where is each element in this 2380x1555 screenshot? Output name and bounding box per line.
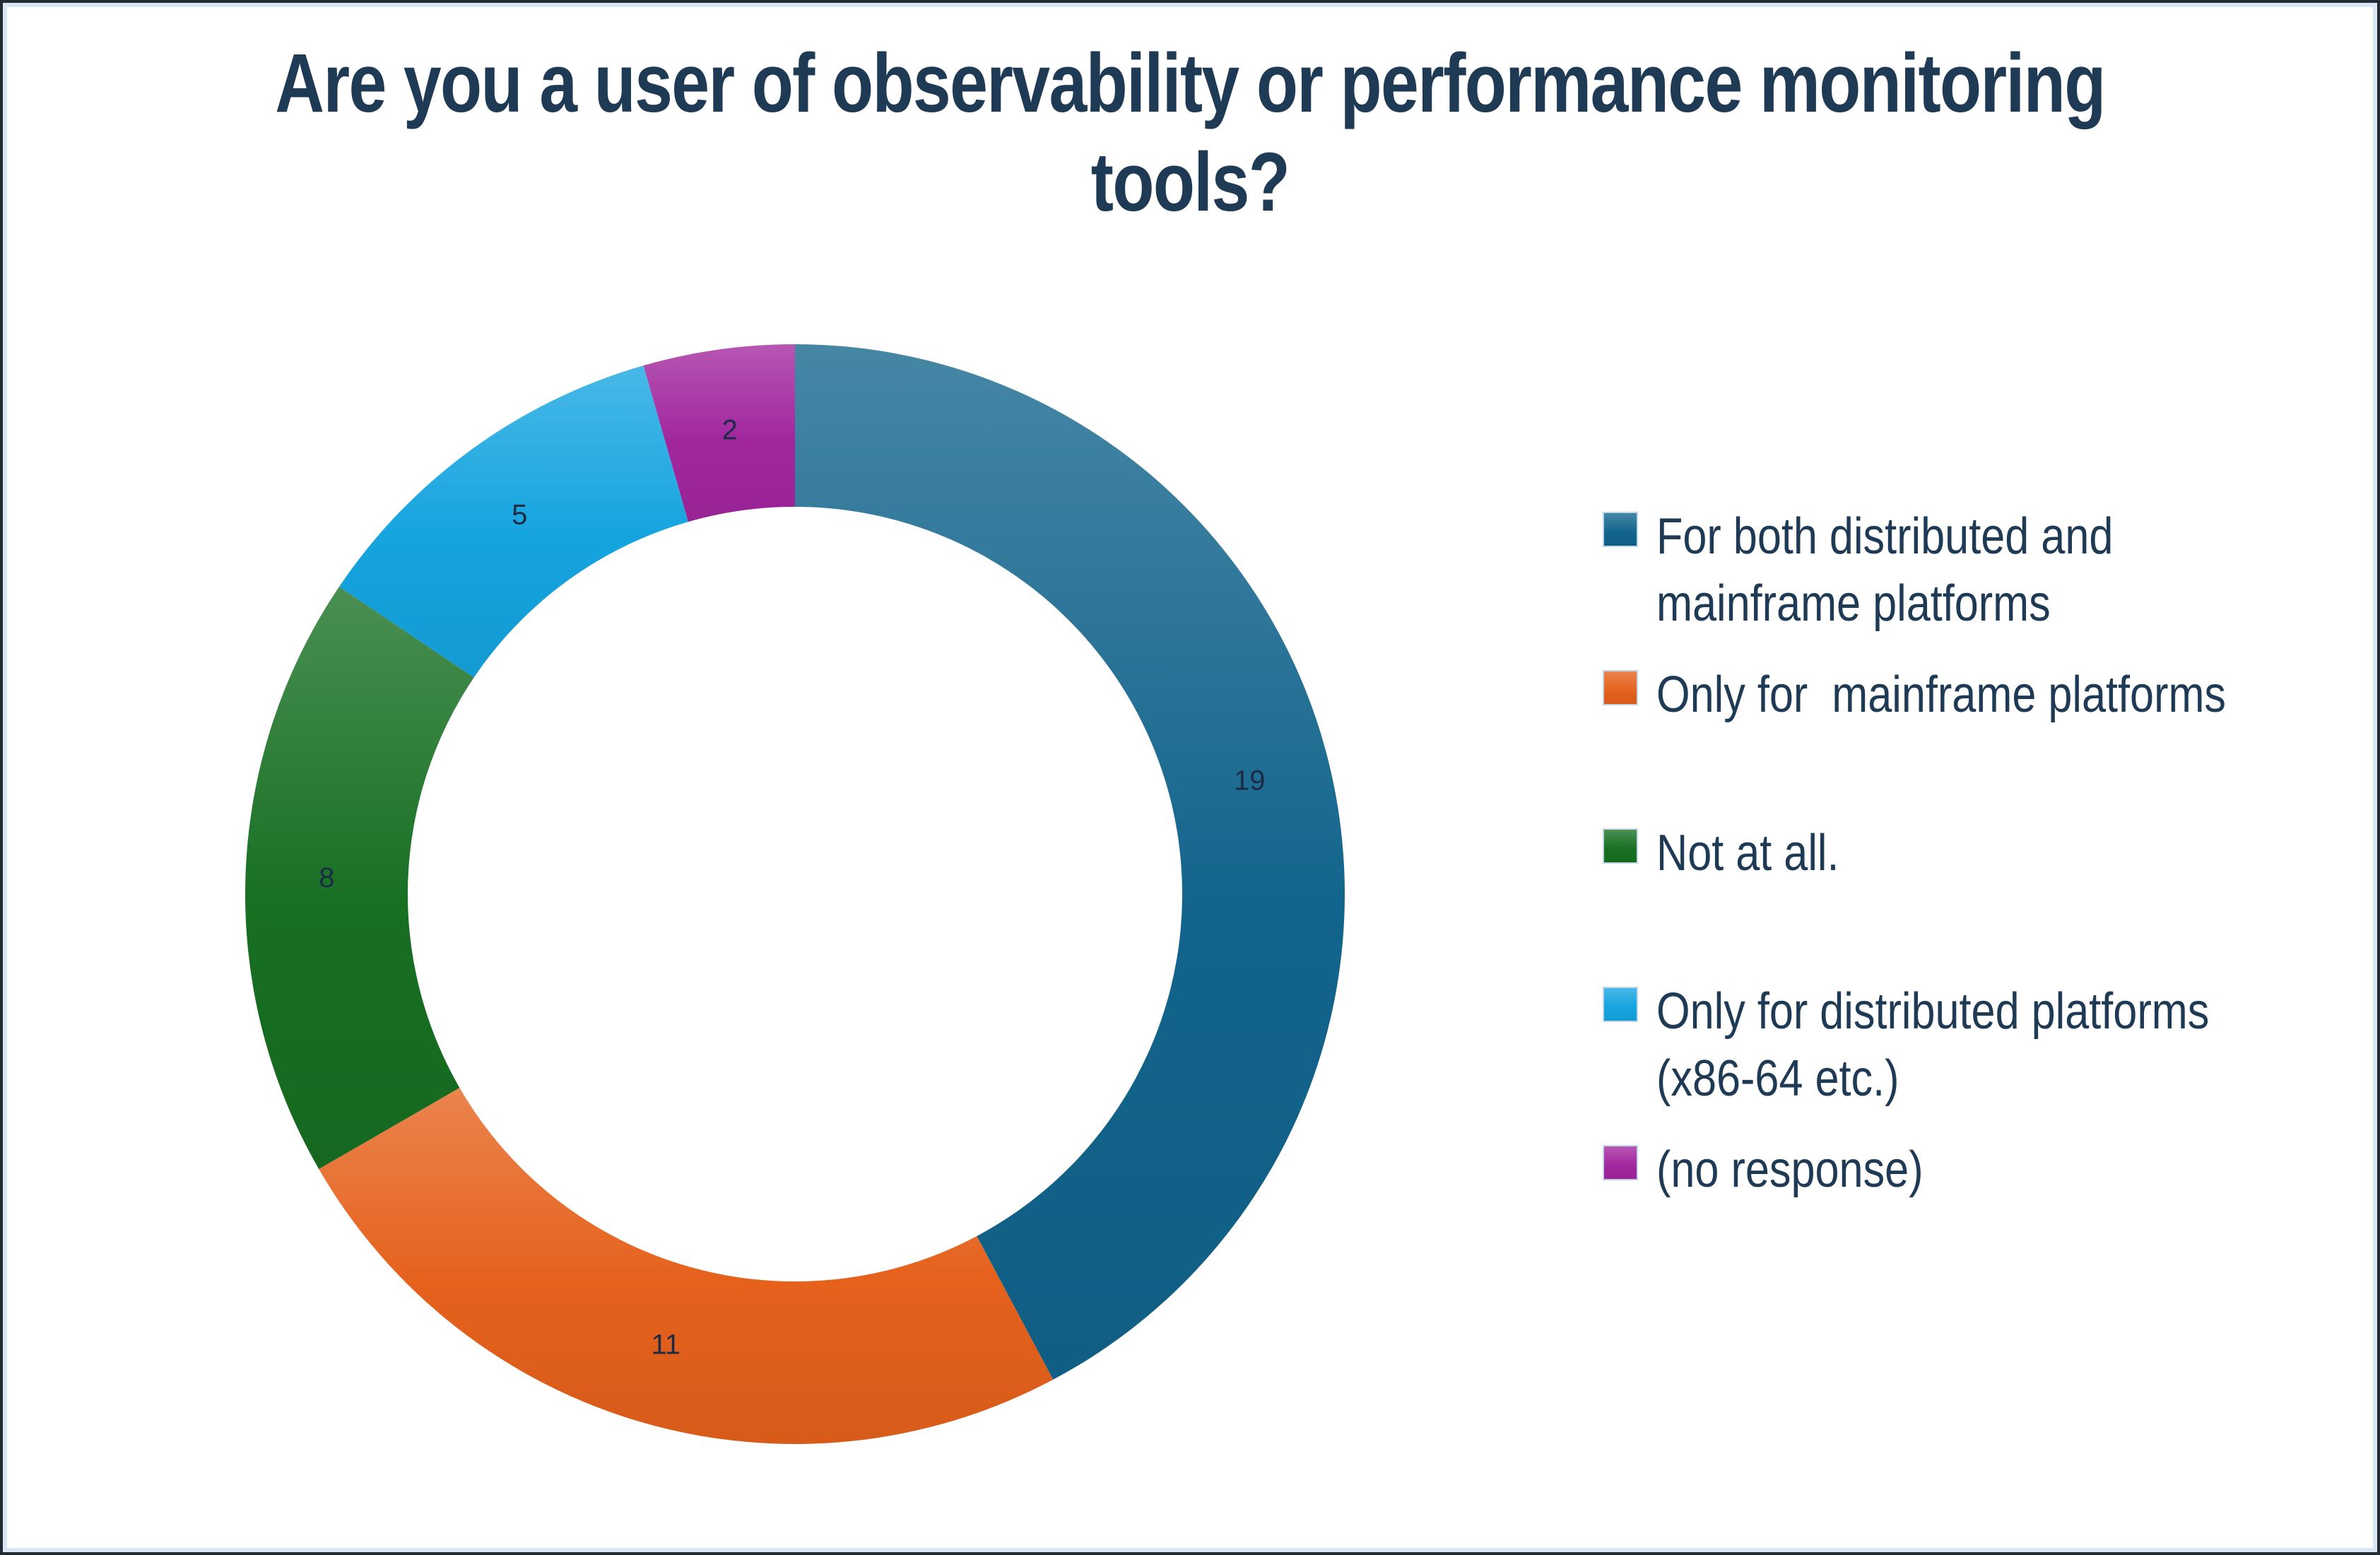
chart-area: Are you a user of observability or perfo… xyxy=(3,3,2377,1552)
legend-item-3: Only for distributed platforms (x86-64 et… xyxy=(1603,978,2366,1113)
pie-slice-3 xyxy=(339,365,688,678)
chart-title-line-1: Are you a user of observability or perfo… xyxy=(275,37,2106,130)
legend-label-line: Not at all. xyxy=(1656,825,1839,881)
legend-label-line: Only for mainframe platforms xyxy=(1656,667,2227,723)
legend-label-line: (no response) xyxy=(1656,1142,1924,1198)
slice-value-label-1: 11 xyxy=(651,1329,681,1360)
legend-swatch-3 xyxy=(1603,987,1638,1022)
chart-title-line-2: tools? xyxy=(1090,136,1290,229)
donut-chart: 19 11 8 5 2 xyxy=(245,344,1345,1445)
legend-item-4: (no response) xyxy=(1603,1137,2366,1204)
chart-title: Are you a user of observability or perfo… xyxy=(7,34,2373,232)
slice-value-label-2: 8 xyxy=(319,862,334,893)
legend-swatch-2 xyxy=(1603,828,1638,864)
legend-swatch-0 xyxy=(1603,512,1638,547)
slice-value-label-4: 2 xyxy=(722,414,738,445)
legend-label-line: Only for distributed platforms xyxy=(1656,983,2210,1040)
legend-label-line: mainframe platforms xyxy=(1656,575,2051,632)
legend-item-0: For both distributed and mainframe platfo… xyxy=(1603,503,2366,638)
pie-slice-4 xyxy=(643,344,795,522)
legend-label-line: (x86-64 etc.) xyxy=(1656,1050,1899,1107)
chart-legend: For both distributed and mainframe platfo… xyxy=(1603,7,2366,1548)
pie-slice-1 xyxy=(319,1088,1054,1445)
slice-value-label-0: 19 xyxy=(1234,765,1266,797)
legend-label-3: Only for distributed platforms (x86-64 et… xyxy=(1656,978,2366,1113)
legend-swatch-4 xyxy=(1603,1145,1638,1180)
pie-slice-0 xyxy=(795,344,1345,1380)
pie-slice-2 xyxy=(245,586,474,1169)
legend-label-1: Only for mainframe platforms xyxy=(1656,662,2366,729)
legend-item-2: Not at all. xyxy=(1603,820,2366,887)
legend-label-0: For both distributed and mainframe platfo… xyxy=(1656,503,2366,638)
legend-label-4: (no response) xyxy=(1656,1137,2366,1204)
legend-swatch-1 xyxy=(1603,670,1638,705)
legend-label-2: Not at all. xyxy=(1656,820,2366,887)
legend-item-1: Only for mainframe platforms xyxy=(1603,662,2366,729)
slice-value-label-3: 5 xyxy=(512,500,527,531)
legend-label-line: For both distributed and xyxy=(1656,508,2114,565)
